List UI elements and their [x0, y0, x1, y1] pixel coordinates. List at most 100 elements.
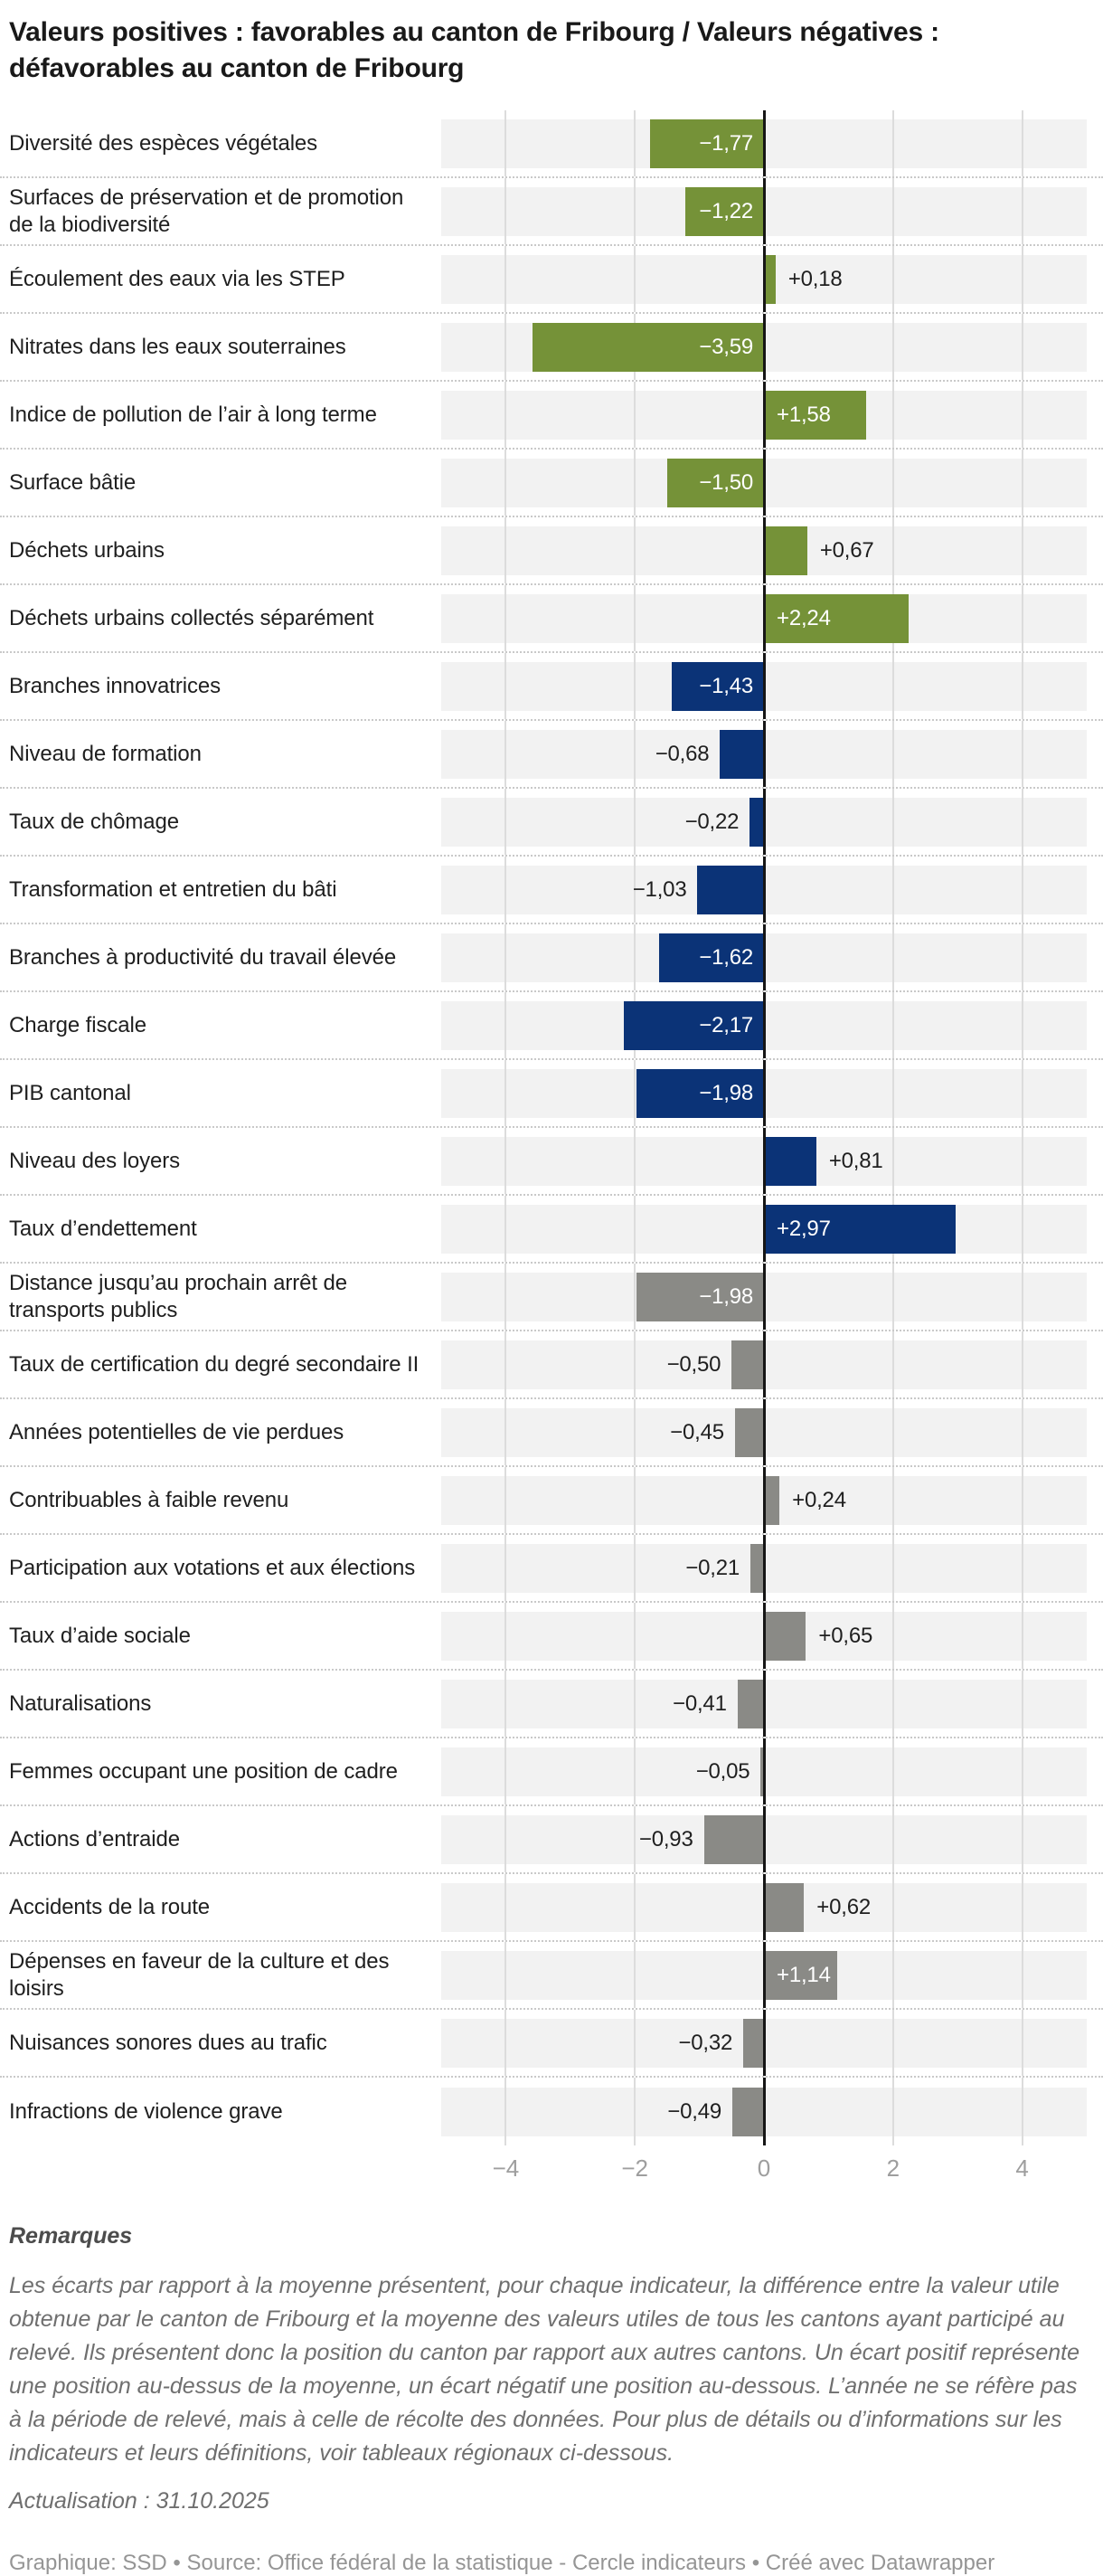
value-label: −0,22	[684, 809, 740, 834]
gridline	[634, 1874, 636, 1940]
value-bar	[636, 1068, 764, 1118]
value-bar	[764, 254, 776, 304]
chart-row: Distance jusqu’au prochain arrêt de tran…	[0, 1264, 1103, 1331]
row-plot-area: −1,62	[441, 924, 1087, 990]
chart-row: Années potentielles de vie perdues −0,45	[0, 1399, 1103, 1467]
notes-section: Remarques Les écarts par rapport à la mo…	[9, 2223, 1090, 2514]
row-label: Taux d’aide sociale	[9, 1623, 191, 1648]
gridline	[504, 314, 507, 380]
value-label: +0,62	[816, 1894, 871, 1919]
chart-row: Infractions de violence grave −0,49	[0, 2078, 1103, 2145]
gridline	[504, 1603, 507, 1669]
zero-baseline	[762, 246, 766, 312]
zero-baseline	[762, 1196, 766, 1262]
chart-row: Déchets urbains collectés séparément +2,2…	[0, 585, 1103, 653]
gridline	[1021, 450, 1023, 516]
gridline	[891, 1264, 894, 1330]
zero-baseline	[762, 1738, 766, 1804]
value-bar	[750, 1543, 764, 1593]
gridline	[891, 1128, 894, 1194]
chart-row: Branches innovatrices −1,43	[0, 653, 1103, 721]
chart-row: Participation aux votations et aux élect…	[0, 1535, 1103, 1603]
gridline	[1021, 110, 1023, 176]
row-plot-area: −2,17	[441, 992, 1087, 1058]
gridline	[504, 382, 507, 448]
gridline	[891, 789, 894, 855]
gridline	[891, 721, 894, 787]
row-label: Transformation et entretien du bâti	[9, 876, 337, 902]
value-label: +0,24	[792, 1487, 846, 1512]
gridline	[504, 110, 507, 176]
gridline	[891, 1060, 894, 1126]
gridline	[1021, 721, 1023, 787]
gridline	[504, 2010, 507, 2076]
gridline	[504, 924, 507, 990]
value-bar	[764, 390, 866, 440]
value-bar	[749, 797, 764, 847]
row-plot-area: −0,32	[441, 2010, 1087, 2076]
gridline	[891, 1399, 894, 1465]
row-plot-area: −1,77	[441, 110, 1087, 176]
row-plot-area: +2,97	[441, 1196, 1087, 1262]
value-bar	[671, 661, 764, 711]
row-label: Niveau de formation	[9, 741, 202, 766]
gridline	[891, 1738, 894, 1804]
gridline	[1021, 789, 1023, 855]
gridline	[891, 1671, 894, 1737]
notes-body: Les écarts par rapport à la moyenne prés…	[9, 2273, 1080, 2466]
zero-baseline	[762, 1535, 766, 1601]
zero-baseline	[762, 2010, 766, 2076]
zero-baseline	[762, 992, 766, 1058]
value-label: −1,03	[632, 876, 687, 902]
value-label: −0,45	[670, 1419, 724, 1444]
notes-heading: Remarques	[9, 2223, 133, 2249]
zero-baseline	[762, 314, 766, 380]
zero-baseline	[762, 653, 766, 719]
value-bar	[764, 1882, 805, 1932]
value-bar	[764, 1136, 816, 1186]
zero-baseline	[762, 1467, 766, 1533]
row-plot-area: −0,41	[441, 1671, 1087, 1737]
value-label: −1,62	[699, 944, 753, 970]
chart-row: Écoulement des eaux via les STEP +0,18	[0, 246, 1103, 314]
gridline	[504, 2078, 507, 2145]
row-label: Déchets urbains	[9, 537, 165, 563]
zero-baseline	[762, 110, 766, 176]
row-plot-area: −0,68	[441, 721, 1087, 787]
value-label: +2,97	[777, 1216, 831, 1241]
gridline	[891, 178, 894, 244]
gridline	[634, 1535, 636, 1601]
gridline	[891, 1535, 894, 1601]
gridline	[634, 110, 636, 176]
value-bar	[703, 1814, 764, 1864]
value-bar	[731, 1340, 764, 1389]
row-label: Actions d’entraide	[9, 1826, 180, 1852]
chart-row: Accidents de la route +0,62	[0, 1874, 1103, 1942]
value-label: −0,49	[667, 2098, 722, 2124]
value-bar	[737, 1679, 764, 1728]
gridline	[634, 1603, 636, 1669]
gridline	[504, 789, 507, 855]
row-label: PIB cantonal	[9, 1080, 131, 1105]
chart-row: Taux d’endettement +2,97	[0, 1196, 1103, 1264]
gridline	[1021, 1264, 1023, 1330]
chart-row: Naturalisations −0,41	[0, 1671, 1103, 1738]
gridline	[504, 246, 507, 312]
x-axis-tick-label: −4	[492, 2155, 520, 2182]
gridline	[891, 924, 894, 990]
row-label: Indice de pollution de l’air à long term…	[9, 402, 377, 427]
row-plot-area: +0,65	[441, 1603, 1087, 1669]
value-bar	[732, 2087, 764, 2136]
value-bar	[743, 2018, 764, 2068]
zero-baseline	[762, 721, 766, 787]
gridline	[1021, 653, 1023, 719]
row-label: Déchets urbains collectés séparément	[9, 605, 374, 630]
chart-row: Indice de pollution de l’air à long term…	[0, 382, 1103, 450]
gridline	[891, 2078, 894, 2145]
gridline	[1021, 1331, 1023, 1397]
gridline	[891, 450, 894, 516]
value-label: +0,18	[787, 266, 843, 291]
row-plot-area: +1,58	[441, 382, 1087, 448]
gridline	[1021, 246, 1023, 312]
gridline	[1021, 1467, 1023, 1533]
